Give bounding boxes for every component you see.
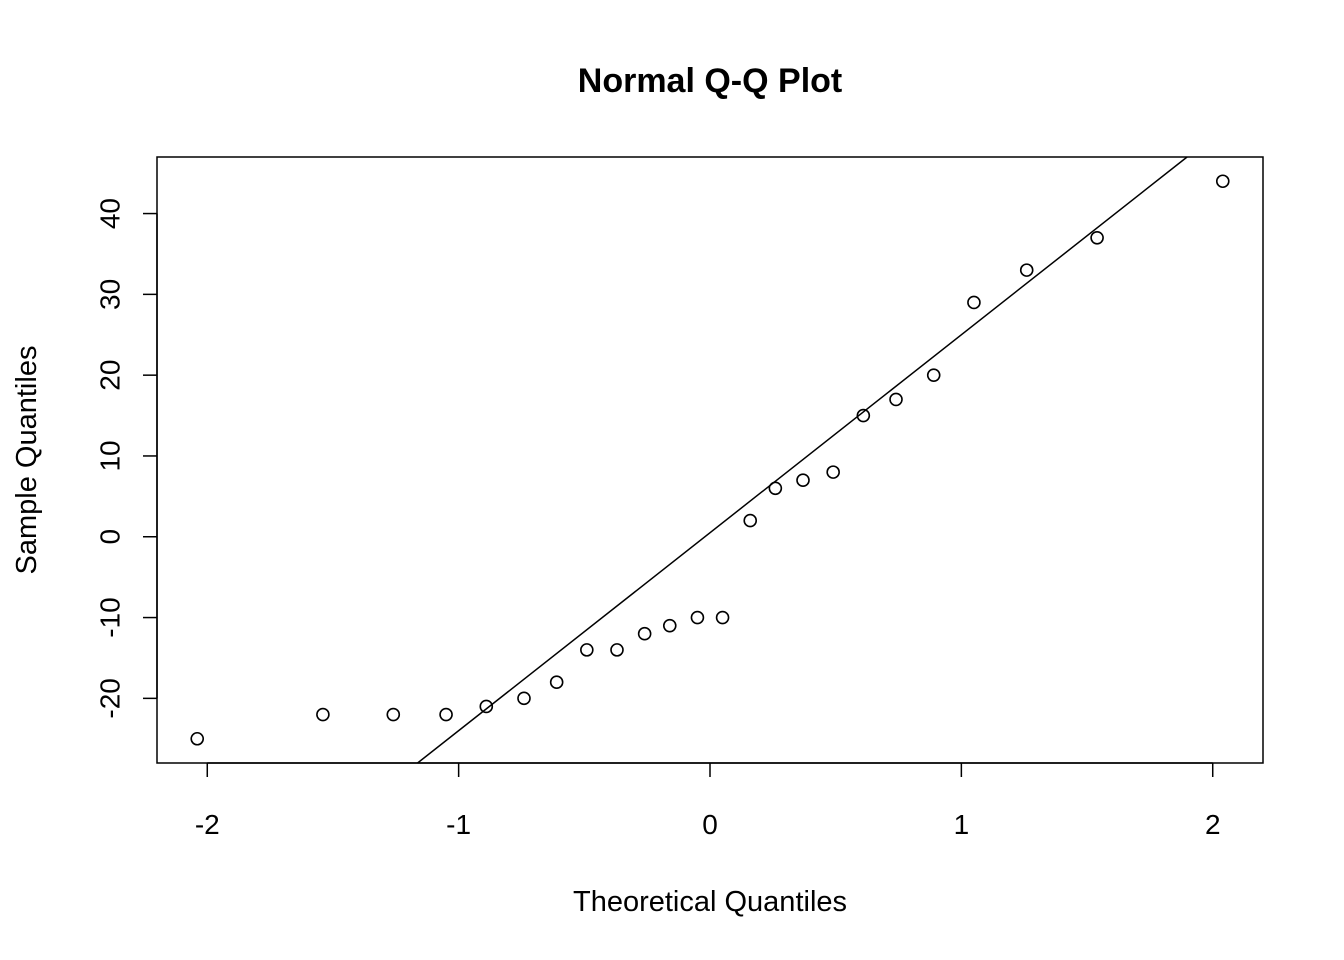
data-point (190, 731, 205, 746)
x-axis-label: Theoretical Quantiles (573, 886, 847, 918)
points-layer (190, 174, 1230, 746)
x-axis: -2 -1 0 1 2 (195, 762, 1221, 840)
y-tick-label: 0 (95, 529, 126, 545)
y-tick-label: 30 (95, 279, 126, 310)
data-point (889, 392, 903, 407)
data-point (549, 675, 564, 690)
data-point (826, 465, 840, 479)
y-tick-label: 40 (95, 198, 126, 229)
data-point (517, 691, 531, 706)
x-tick-label: 0 (702, 809, 718, 840)
data-point (743, 513, 758, 528)
x-tick-label: -1 (446, 809, 471, 840)
data-point (926, 368, 941, 382)
data-point (967, 295, 981, 310)
x-tick-label: 1 (954, 809, 970, 840)
x-tick-label: 2 (1205, 809, 1221, 840)
reference-line-layer (417, 156, 1188, 764)
data-point (796, 473, 810, 488)
data-point (768, 481, 783, 496)
data-point (1215, 174, 1230, 189)
y-tick-label: 10 (95, 440, 126, 471)
plot-frame (156, 156, 1264, 764)
y-tick-label: -10 (95, 597, 126, 637)
x-tick-label: -2 (195, 809, 220, 840)
y-axis: -20 -10 0 10 20 30 40 (95, 198, 158, 719)
y-tick-label: -20 (95, 678, 126, 718)
data-point (715, 610, 730, 625)
data-point (637, 626, 652, 641)
data-point (610, 643, 624, 657)
qq-reference-line (417, 156, 1188, 764)
data-point (1019, 263, 1034, 277)
data-point (690, 610, 705, 625)
data-point (386, 707, 401, 722)
y-axis-label: Sample Quantiles (11, 346, 43, 575)
chart-title: Normal Q-Q Plot (578, 62, 842, 100)
data-point (856, 408, 871, 423)
data-point (580, 643, 594, 657)
y-tick-label: 20 (95, 360, 126, 391)
data-point (1090, 231, 1104, 245)
data-point (662, 618, 677, 633)
data-point (316, 707, 330, 722)
data-point (479, 699, 494, 714)
data-point (439, 707, 453, 722)
